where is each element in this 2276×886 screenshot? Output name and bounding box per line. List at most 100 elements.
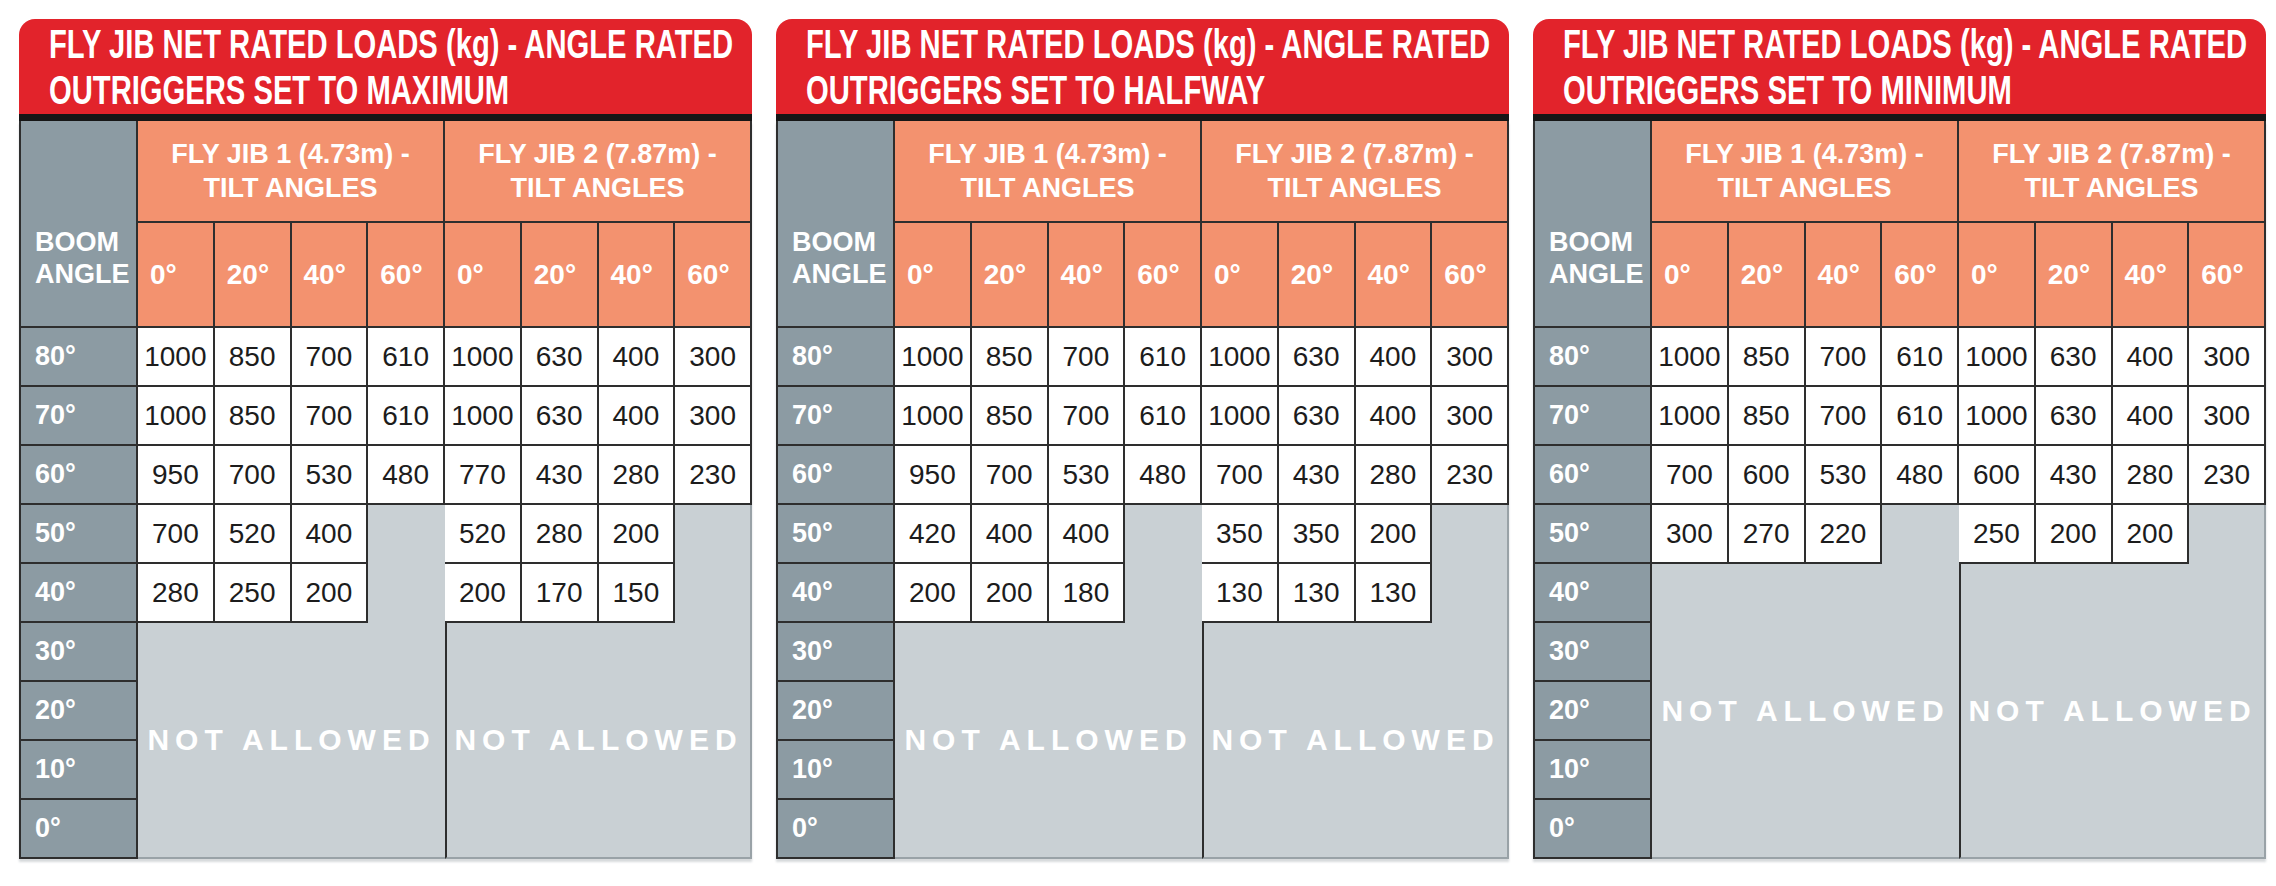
load-value-cell: 630: [2036, 387, 2113, 446]
tilt-angle-header: 20°: [972, 223, 1049, 328]
boom-angle-cell: 30°: [778, 623, 895, 682]
boom-angle-header: BOOM ANGLE: [21, 121, 138, 328]
load-value-cell: 700: [1202, 446, 1279, 505]
load-value-cell: 270: [1729, 505, 1806, 564]
table-title-bar: FLY JIB NET RATED LOADS (kg) - ANGLE RAT…: [1533, 19, 2266, 114]
not-allowed-cell: [2189, 505, 2266, 564]
boom-angle-cell: 30°: [21, 623, 138, 682]
load-value-cell: 1000: [445, 328, 522, 387]
load-value-cell: 400: [599, 328, 676, 387]
load-value-cell: 230: [675, 446, 752, 505]
tilt-angle-header: 20°: [1729, 223, 1806, 328]
fly-jib-1-header: FLY JIB 1 (4.73m) - TILT ANGLES: [138, 121, 445, 223]
boom-angle-cell: 80°: [1535, 328, 1652, 387]
load-value-cell: 600: [1729, 446, 1806, 505]
load-value-cell: 180: [1049, 564, 1126, 623]
load-value-cell: 850: [1729, 328, 1806, 387]
load-value-cell: 700: [138, 505, 215, 564]
tilt-angle-header: 0°: [138, 223, 215, 328]
load-value-cell: 300: [2189, 328, 2266, 387]
load-value-cell: 170: [522, 564, 599, 623]
fly-jib-2-header: FLY JIB 2 (7.87m) - TILT ANGLES: [1202, 121, 1509, 223]
load-value-cell: 430: [2036, 446, 2113, 505]
not-allowed-cell: [675, 564, 752, 623]
tilt-angle-header: 60°: [1882, 223, 1959, 328]
not-allowed-region: NOT ALLOWED: [445, 623, 752, 859]
not-allowed-region: NOT ALLOWED: [138, 623, 445, 859]
table-title-bar: FLY JIB NET RATED LOADS (kg) - ANGLE RAT…: [776, 19, 1509, 114]
load-value-cell: 400: [972, 505, 1049, 564]
load-value-cell: 770: [445, 446, 522, 505]
title-underline-bar: [1533, 114, 2266, 121]
boom-angle-cell: 70°: [1535, 387, 1652, 446]
fly-jib-2-header-line2: TILT ANGLES: [511, 171, 685, 205]
not-allowed-cell: [1432, 564, 1509, 623]
not-allowed-label: NOT ALLOWED: [1968, 694, 2256, 728]
tilt-angle-header: 0°: [1652, 223, 1729, 328]
tilt-angle-header: 60°: [2189, 223, 2266, 328]
not-allowed-region: NOT ALLOWED: [895, 623, 1202, 859]
tilt-angle-header: 60°: [675, 223, 752, 328]
boom-angle-cell: 50°: [21, 505, 138, 564]
load-value-cell: 700: [292, 387, 369, 446]
load-value-cell: 1000: [138, 387, 215, 446]
boom-angle-header: BOOM ANGLE: [1535, 121, 1652, 328]
load-grid: BOOM ANGLE FLY JIB 1 (4.73m) - TILT ANGL…: [1533, 121, 2266, 859]
load-value-cell: 700: [1652, 446, 1729, 505]
tilt-angle-header: 40°: [292, 223, 369, 328]
not-allowed-cell: [1125, 505, 1202, 564]
load-value-cell: 630: [1279, 387, 1356, 446]
tilt-angle-header: 60°: [1432, 223, 1509, 328]
table-title-line2: OUTRIGGERS SET TO HALFWAY: [806, 67, 1319, 113]
load-value-cell: 700: [1049, 328, 1126, 387]
load-value-cell: 420: [895, 505, 972, 564]
boom-angle-cell: 60°: [1535, 446, 1652, 505]
load-value-cell: 200: [292, 564, 369, 623]
load-value-cell: 350: [1202, 505, 1279, 564]
load-value-cell: 1000: [445, 387, 522, 446]
table-title-line2: OUTRIGGERS SET TO MINIMUM: [1563, 67, 2076, 113]
fly-jib-1-header: FLY JIB 1 (4.73m) - TILT ANGLES: [1652, 121, 1959, 223]
load-value-cell: 300: [1432, 328, 1509, 387]
fly-jib-2-header: FLY JIB 2 (7.87m) - TILT ANGLES: [445, 121, 752, 223]
boom-angle-cell: 10°: [21, 741, 138, 800]
boom-angle-cell: 0°: [1535, 800, 1652, 859]
boom-angle-cell: 0°: [21, 800, 138, 859]
load-value-cell: 850: [1729, 387, 1806, 446]
load-value-cell: 250: [215, 564, 292, 623]
load-value-cell: 130: [1202, 564, 1279, 623]
load-value-cell: 250: [1959, 505, 2036, 564]
not-allowed-label: NOT ALLOWED: [1661, 694, 1949, 728]
boom-angle-cell: 20°: [21, 682, 138, 741]
tilt-angle-header: 40°: [1049, 223, 1126, 328]
boom-angle-cell: 70°: [21, 387, 138, 446]
not-allowed-region: NOT ALLOWED: [1202, 623, 1509, 859]
load-value-cell: 1000: [895, 328, 972, 387]
table-title-line2: OUTRIGGERS SET TO MAXIMUM: [49, 67, 562, 113]
fly-jib-1-header-line1: FLY JIB 1 (4.73m) -: [171, 137, 410, 171]
boom-angle-cell: 70°: [778, 387, 895, 446]
boom-angle-cell: 40°: [1535, 564, 1652, 623]
boom-angle-cell: 20°: [778, 682, 895, 741]
load-value-cell: 630: [522, 387, 599, 446]
boom-angle-cell: 30°: [1535, 623, 1652, 682]
load-value-cell: 300: [1652, 505, 1729, 564]
load-value-cell: 280: [138, 564, 215, 623]
load-value-cell: 200: [972, 564, 1049, 623]
table-title-line1: FLY JIB NET RATED LOADS (kg) - ANGLE RAT…: [806, 21, 1319, 67]
fly-jib-1-header-line2: TILT ANGLES: [961, 171, 1135, 205]
page: FLY JIB NET RATED LOADS (kg) - ANGLE RAT…: [0, 0, 2276, 859]
load-value-cell: 1000: [1202, 387, 1279, 446]
tilt-angle-header: 20°: [1279, 223, 1356, 328]
load-value-cell: 610: [368, 328, 445, 387]
load-value-cell: 400: [1356, 387, 1433, 446]
load-value-cell: 480: [1125, 446, 1202, 505]
load-value-cell: 700: [972, 446, 1049, 505]
load-value-cell: 280: [1356, 446, 1433, 505]
load-value-cell: 530: [292, 446, 369, 505]
boom-angle-cell: 60°: [778, 446, 895, 505]
load-value-cell: 400: [2113, 387, 2190, 446]
not-allowed-cell: [1432, 505, 1509, 564]
load-value-cell: 600: [1959, 446, 2036, 505]
title-underline-bar: [776, 114, 1509, 121]
